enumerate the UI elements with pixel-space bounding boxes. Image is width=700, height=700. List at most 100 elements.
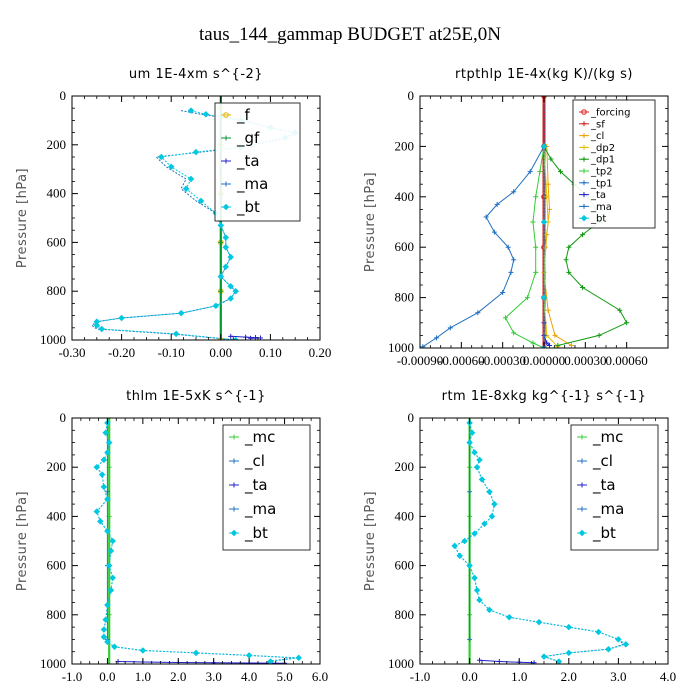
data-point-bt xyxy=(451,542,459,550)
data-point-ta xyxy=(496,659,502,664)
x-tick-label: -0.30 xyxy=(58,345,85,360)
x-tick-label: 0.0 xyxy=(99,669,115,684)
x-tick-label: 3.0 xyxy=(206,669,222,684)
legend-marker-forcing xyxy=(581,109,587,115)
legend-marker-bt xyxy=(222,203,230,211)
x-tick-label: -0.10 xyxy=(158,345,185,360)
data-point-dp1 xyxy=(624,320,630,326)
y-tick-label: 800 xyxy=(395,607,415,622)
legend: _f _gf _ta _ma _bt xyxy=(214,102,301,222)
legend-entry: _cl xyxy=(592,452,613,471)
x-tick-label: -0.20 xyxy=(108,345,135,360)
data-point-bt xyxy=(267,658,274,664)
y-axis-label: Pressure [hPa] xyxy=(15,168,30,268)
panels: um 1E-4xm s^{-2} Pressure [hPa] -0.30 -0.20… xyxy=(15,67,676,684)
data-point-dp2 xyxy=(544,194,550,200)
data-point-gf xyxy=(218,239,224,245)
data-point-bt xyxy=(565,649,573,657)
x-tick-label: 2.0 xyxy=(561,669,577,684)
data-point-dp1 xyxy=(548,156,554,162)
data-point-bt xyxy=(109,537,117,545)
data-point-tp2 xyxy=(502,315,508,321)
data-point-bt xyxy=(109,574,117,582)
data-point-bt xyxy=(192,148,200,156)
legend-marker-sf xyxy=(581,121,587,127)
x-tick-label: 0.00030 xyxy=(564,353,606,368)
legend-entry: _ma xyxy=(590,202,612,213)
y-tick-label: 800 xyxy=(395,290,415,305)
x-tick-label: -0.00060 xyxy=(438,353,485,368)
y-tick-label: 0 xyxy=(408,410,415,425)
x-tick-label: 0.20 xyxy=(309,345,332,360)
data-point-mc xyxy=(106,418,112,421)
data-point-bt xyxy=(605,645,612,653)
legend-entry: _gf xyxy=(236,129,260,148)
data-point-ta xyxy=(544,340,550,346)
legend-entry: _bt xyxy=(236,198,260,217)
legend-entry: _sf xyxy=(590,119,605,130)
data-point-tp2 xyxy=(533,269,539,275)
figure-title: taus_144_gammap BUDGET at25E,0N xyxy=(199,24,501,45)
legend-marker-f xyxy=(223,112,229,118)
legend-marker-ma xyxy=(579,506,585,512)
data-point-tp1 xyxy=(511,257,517,263)
data-point-bt xyxy=(488,513,496,520)
data-point-bt xyxy=(535,618,543,626)
legend-marker-bt xyxy=(578,529,586,537)
legend-entry: _ma xyxy=(244,500,276,519)
data-point-cl xyxy=(552,332,558,338)
x-tick-label: 0.0 xyxy=(461,669,477,684)
data-point-bt xyxy=(540,218,548,226)
x-tick-label: -1.0 xyxy=(410,669,431,684)
data-point-dp1 xyxy=(566,244,572,250)
data-point-bt xyxy=(172,330,180,338)
chart-panel-3: thlm 1E-5xK s^{-1} Pressure [hPa] -1.0 0.0 1… xyxy=(15,389,328,684)
data-point-bt xyxy=(622,640,630,648)
data-point-bt xyxy=(107,547,115,555)
y-tick-label: 600 xyxy=(47,558,67,573)
data-point-tp1 xyxy=(434,335,440,341)
legend-marker-ta xyxy=(579,482,585,488)
legend-entry: _f xyxy=(236,106,251,125)
data-point-bt xyxy=(461,537,468,545)
y-tick-label: 400 xyxy=(395,508,415,523)
y-tick-label: 600 xyxy=(47,234,67,249)
data-point-bt xyxy=(217,221,225,229)
data-point-bt xyxy=(118,314,125,322)
data-point-bt xyxy=(540,294,548,301)
data-point-dp1 xyxy=(566,269,572,275)
data-point-tp1 xyxy=(475,310,481,316)
data-point-bt xyxy=(232,336,240,340)
legend-marker-bt xyxy=(230,529,238,537)
data-point-bt xyxy=(595,628,602,636)
data-point-bt xyxy=(157,153,165,161)
legend-entry: _forcing xyxy=(590,108,631,119)
data-point-bt xyxy=(187,107,195,114)
data-point-tp2 xyxy=(511,330,517,336)
data-point-bt xyxy=(104,449,111,456)
data-point-bt xyxy=(232,287,240,295)
chart-panel-2: rtpthlp 1E-4x(kg K)/(kg s) Pressure [hPa]… xyxy=(363,67,669,368)
x-tick-label: -0.00090 xyxy=(397,353,444,368)
data-point-bt xyxy=(102,616,110,624)
legend-marker-mc xyxy=(579,434,585,440)
data-point-bt xyxy=(100,483,108,491)
x-tick-label: 0.10 xyxy=(259,345,282,360)
data-point-gf xyxy=(218,288,224,294)
data-point-ta xyxy=(547,342,553,348)
x-tick-label: 4.0 xyxy=(660,669,676,684)
data-point-bt xyxy=(486,606,493,614)
data-point-dp1 xyxy=(558,169,564,175)
y-tick-label: 200 xyxy=(47,459,67,474)
data-point-bt xyxy=(104,495,111,503)
data-point-bt xyxy=(104,527,111,535)
legend-entry: _ma xyxy=(592,500,624,519)
y-tick-label: 600 xyxy=(395,558,415,573)
series-line-bt xyxy=(96,422,299,662)
data-point-ta xyxy=(228,333,234,339)
panel-title: rtm 1E-8xkg kg^{-1} s^{-1} xyxy=(442,389,647,404)
data-point-tp1 xyxy=(483,214,489,220)
data-point-bt xyxy=(227,253,235,261)
data-point-dp1 xyxy=(580,285,586,291)
